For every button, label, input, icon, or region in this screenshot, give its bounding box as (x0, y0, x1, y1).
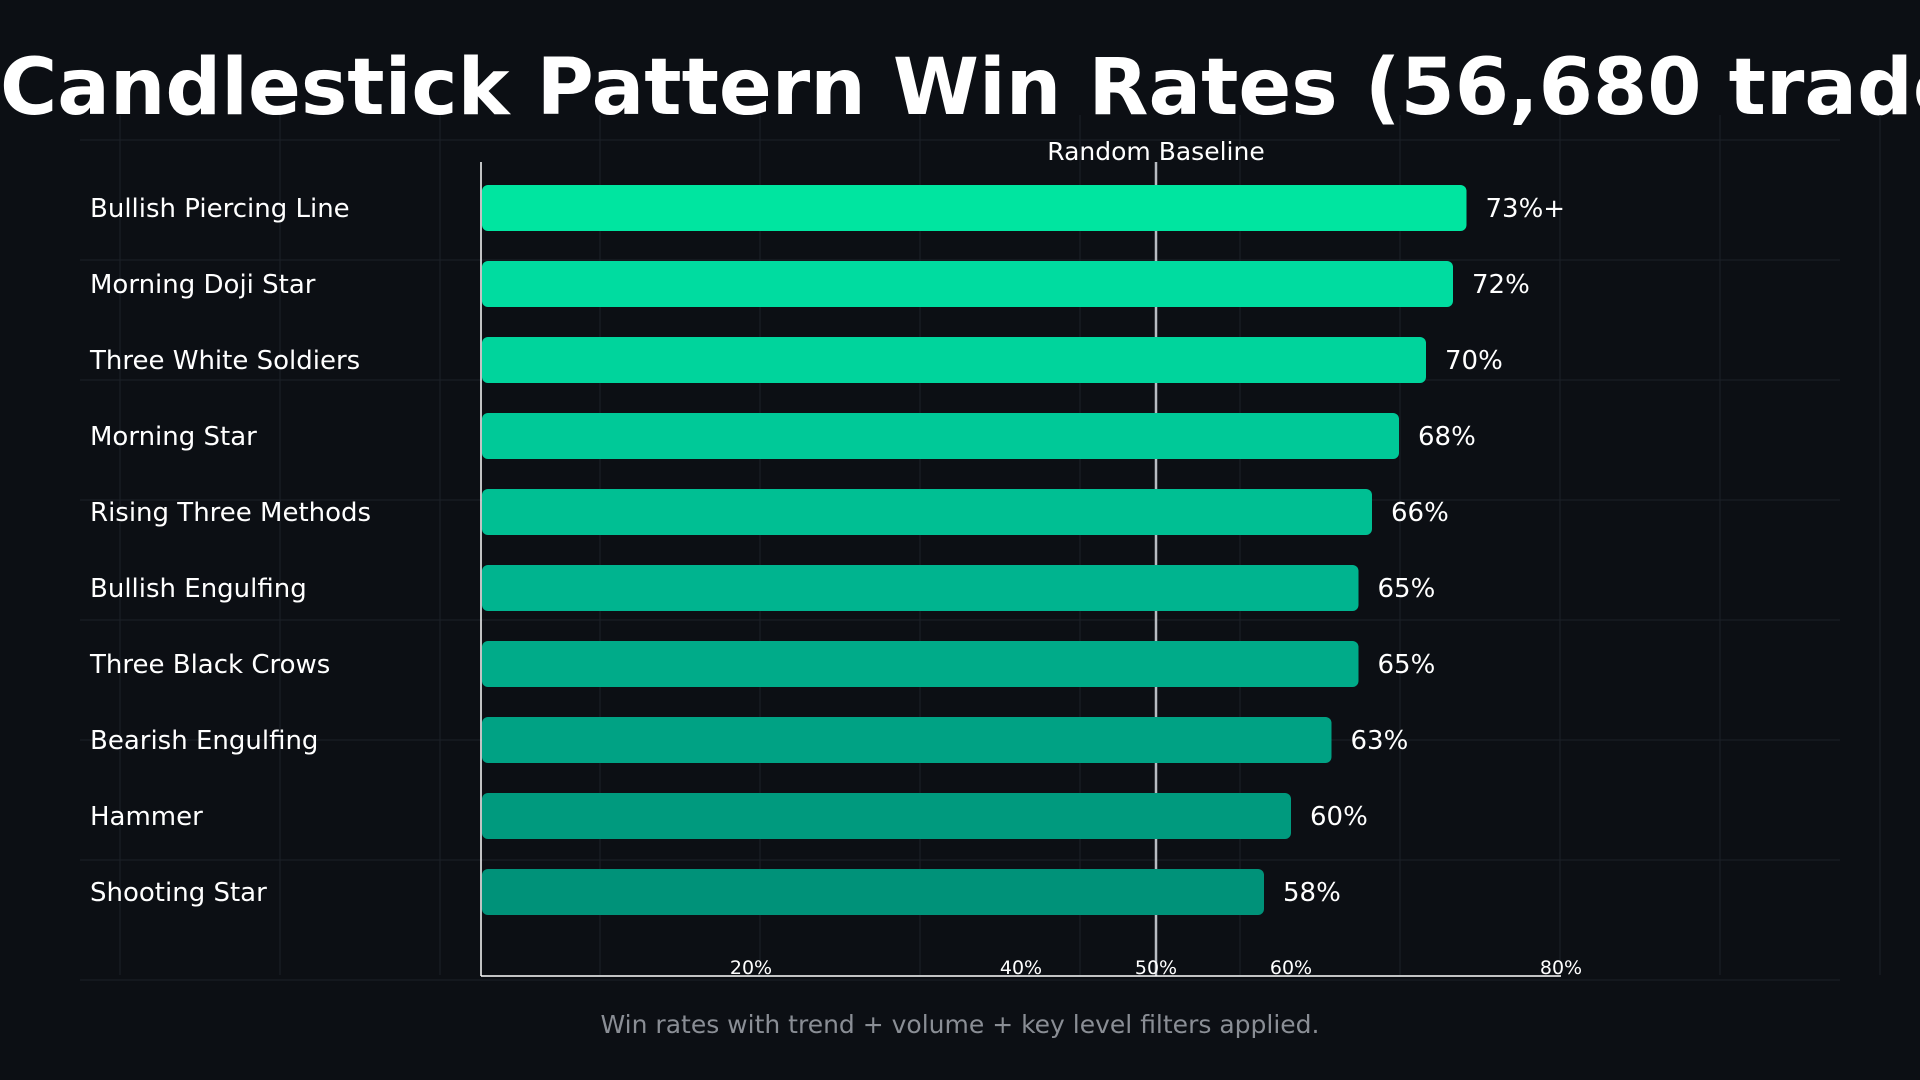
x-tick-label: 50% (1135, 957, 1177, 979)
category-label: Three Black Crows (89, 650, 330, 680)
bar (482, 869, 1264, 915)
value-labels: 73%+ 72% 70% 68% 66% 65% 65% 63% 60% 58% (1283, 194, 1565, 908)
bar (482, 185, 1467, 231)
value-label: 73%+ (1486, 194, 1566, 224)
bar (482, 489, 1372, 535)
category-label: Bearish Engulfing (90, 726, 318, 756)
value-label: 70% (1445, 346, 1503, 376)
category-label: Morning Doji Star (90, 270, 316, 300)
x-axis: 20% 40% 50% 60% 80% (480, 162, 1582, 979)
value-label: 60% (1310, 802, 1368, 832)
bar (482, 717, 1332, 763)
x-tick-label: 60% (1270, 957, 1312, 979)
category-labels: Bullish Piercing Line Morning Doji Star Th… (89, 194, 371, 908)
bars (482, 185, 1467, 915)
bar (482, 261, 1453, 307)
category-label: Bullish Piercing Line (90, 194, 350, 224)
grid-lines (80, 115, 1881, 981)
bar (482, 565, 1359, 611)
bar (482, 641, 1359, 687)
value-label: 65% (1378, 650, 1436, 680)
x-tick-label: 20% (730, 957, 772, 979)
bar (482, 793, 1291, 839)
bar (482, 413, 1399, 459)
chart-title: Candlestick Pattern Win Rates (56,680 tr… (0, 43, 1920, 133)
category-label: Rising Three Methods (90, 498, 371, 528)
category-label: Shooting Star (90, 878, 267, 908)
value-label: 72% (1472, 270, 1530, 300)
x-tick-label: 80% (1540, 957, 1582, 979)
category-label: Three White Soldiers (89, 346, 360, 376)
value-label: 58% (1283, 878, 1341, 908)
value-label: 68% (1418, 422, 1476, 452)
value-label: 66% (1391, 498, 1449, 528)
category-label: Hammer (90, 802, 203, 832)
value-label: 63% (1351, 726, 1409, 756)
value-label: 65% (1378, 574, 1436, 604)
x-tick-label: 40% (1000, 957, 1042, 979)
bar (482, 337, 1426, 383)
category-label: Morning Star (90, 422, 257, 452)
baseline-label: Random Baseline (1047, 137, 1264, 166)
chart-caption: Win rates with trend + volume + key leve… (600, 1010, 1320, 1039)
category-label: Bullish Engulfing (90, 574, 307, 604)
